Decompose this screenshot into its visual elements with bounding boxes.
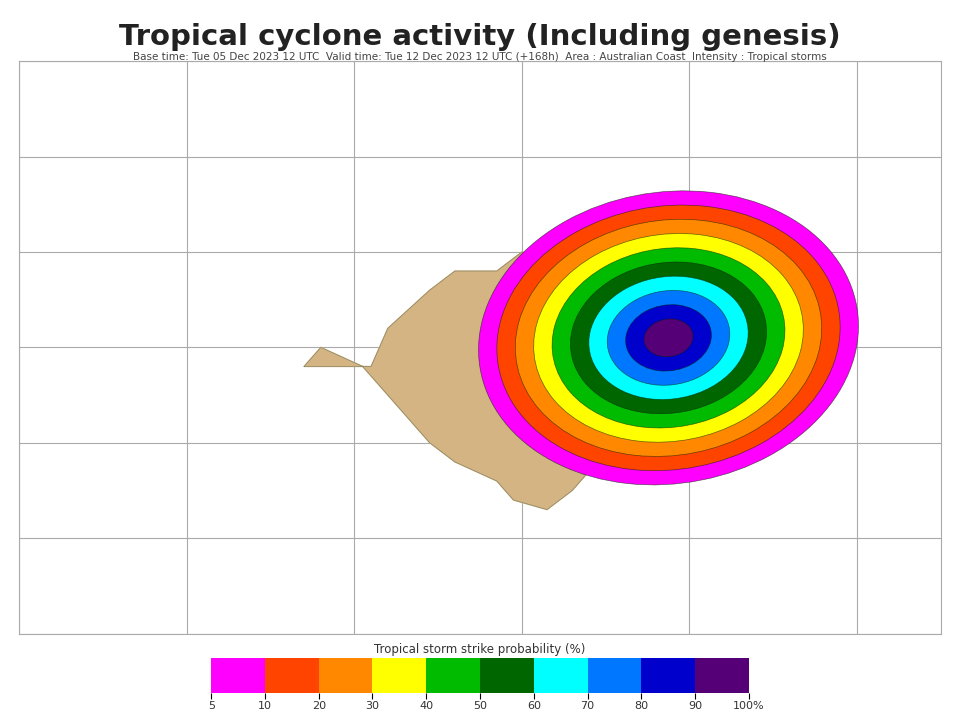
- Bar: [319, 658, 372, 693]
- Bar: [641, 658, 695, 693]
- Bar: [265, 658, 319, 693]
- Ellipse shape: [552, 248, 785, 428]
- Ellipse shape: [478, 191, 858, 485]
- Text: Base time: Tue 05 Dec 2023 12 UTC  Valid time: Tue 12 Dec 2023 12 UTC (+168h)  A: Base time: Tue 05 Dec 2023 12 UTC Valid …: [133, 52, 827, 62]
- Bar: [480, 658, 534, 693]
- Title: Tropical storm strike probability (%): Tropical storm strike probability (%): [374, 642, 586, 655]
- Bar: [695, 658, 749, 693]
- Ellipse shape: [516, 220, 822, 456]
- Bar: [372, 658, 426, 693]
- Bar: [588, 658, 641, 693]
- Text: Tropical cyclone activity (Including genesis): Tropical cyclone activity (Including gen…: [119, 23, 841, 51]
- Ellipse shape: [608, 290, 730, 385]
- Polygon shape: [304, 252, 639, 510]
- Bar: [426, 658, 480, 693]
- Ellipse shape: [497, 205, 840, 471]
- Ellipse shape: [534, 233, 804, 442]
- Bar: [534, 658, 588, 693]
- Ellipse shape: [644, 319, 693, 357]
- Ellipse shape: [626, 305, 711, 371]
- Ellipse shape: [588, 276, 748, 400]
- Bar: [211, 658, 265, 693]
- Ellipse shape: [570, 262, 767, 414]
